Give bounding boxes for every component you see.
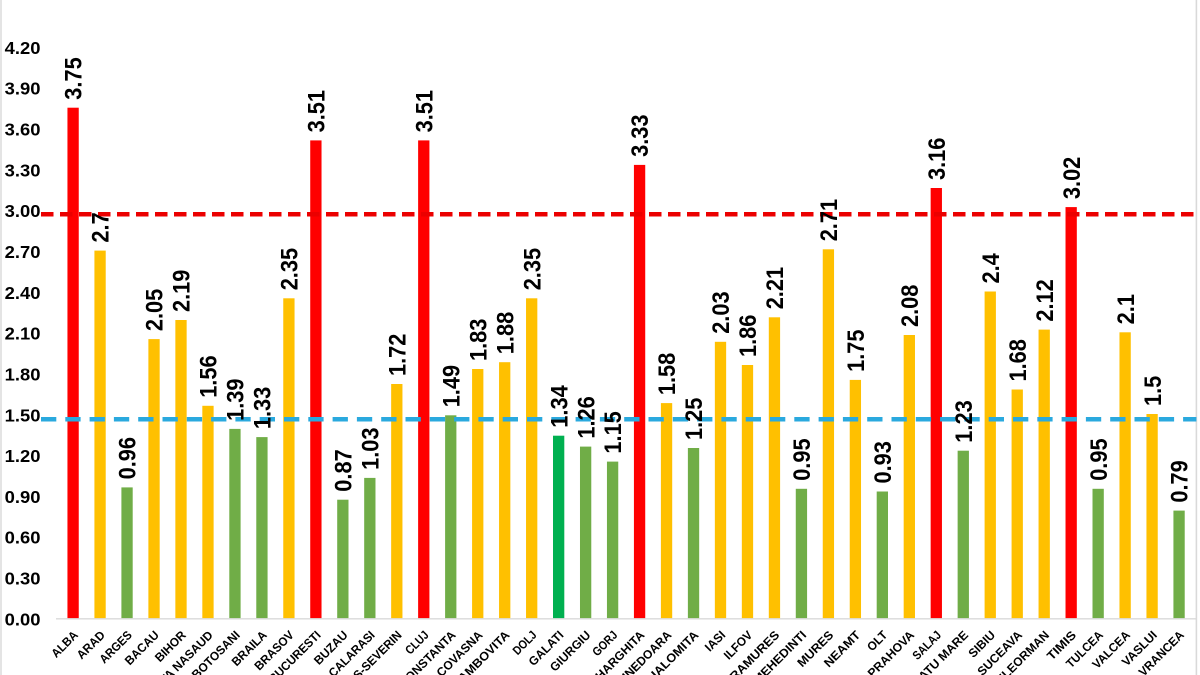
svg-text:0.00: 0.00 (5, 609, 41, 629)
svg-text:1.5: 1.5 (1140, 376, 1167, 406)
svg-text:1.50: 1.50 (5, 405, 41, 425)
svg-text:2.08: 2.08 (897, 285, 924, 327)
svg-text:3.00: 3.00 (5, 201, 41, 221)
svg-text:1.49: 1.49 (438, 365, 465, 407)
svg-text:1.25: 1.25 (681, 398, 708, 440)
svg-text:1.75: 1.75 (843, 329, 870, 371)
svg-text:0.93: 0.93 (870, 441, 897, 483)
svg-text:1.83: 1.83 (465, 319, 492, 361)
svg-text:0.95: 0.95 (789, 438, 816, 480)
svg-text:2.35: 2.35 (277, 248, 304, 290)
svg-text:2.70: 2.70 (5, 242, 41, 262)
svg-text:2.21: 2.21 (762, 267, 789, 309)
svg-text:3.90: 3.90 (5, 79, 41, 99)
svg-text:3.33: 3.33 (627, 114, 654, 156)
svg-text:3.51: 3.51 (411, 90, 438, 132)
svg-text:0.60: 0.60 (5, 528, 41, 548)
svg-text:0.79: 0.79 (1167, 460, 1194, 502)
svg-text:2.03: 2.03 (708, 291, 735, 333)
svg-text:1.20: 1.20 (5, 446, 41, 466)
svg-text:2.05: 2.05 (142, 289, 169, 331)
svg-text:2.35: 2.35 (519, 248, 546, 290)
svg-text:1.15: 1.15 (600, 411, 627, 453)
svg-text:2.19: 2.19 (169, 270, 196, 312)
svg-text:3.60: 3.60 (5, 119, 41, 139)
svg-text:3.02: 3.02 (1059, 157, 1086, 199)
svg-text:2.40: 2.40 (5, 283, 41, 303)
svg-text:1.80: 1.80 (5, 364, 41, 384)
svg-text:0.90: 0.90 (5, 487, 41, 507)
svg-text:2.1: 2.1 (1113, 294, 1140, 324)
svg-text:1.23: 1.23 (951, 400, 978, 442)
svg-text:3.75: 3.75 (61, 57, 88, 99)
svg-text:2.4: 2.4 (978, 253, 1005, 284)
svg-text:1.58: 1.58 (654, 353, 681, 395)
svg-text:1.56: 1.56 (196, 355, 223, 397)
svg-text:2.12: 2.12 (1032, 279, 1059, 321)
svg-text:1.03: 1.03 (357, 428, 384, 470)
svg-text:1.72: 1.72 (384, 334, 411, 376)
svg-text:2.7: 2.7 (88, 212, 115, 242)
svg-text:4.20: 4.20 (5, 38, 41, 58)
svg-text:1.34: 1.34 (546, 385, 573, 428)
svg-text:1.86: 1.86 (735, 315, 762, 357)
svg-text:3.16: 3.16 (924, 138, 951, 180)
svg-text:1.26: 1.26 (573, 396, 600, 438)
svg-text:3.30: 3.30 (5, 160, 41, 180)
svg-text:1.88: 1.88 (492, 312, 519, 354)
svg-text:0.30: 0.30 (5, 569, 41, 589)
svg-text:1.39: 1.39 (223, 379, 250, 421)
svg-text:2.10: 2.10 (5, 324, 41, 344)
svg-text:3.51: 3.51 (304, 90, 331, 132)
svg-text:1.68: 1.68 (1005, 339, 1032, 381)
svg-text:0.95: 0.95 (1086, 438, 1113, 480)
svg-text:1.33: 1.33 (250, 387, 277, 429)
svg-text:0.96: 0.96 (115, 437, 142, 479)
svg-text:2.71: 2.71 (816, 199, 843, 241)
svg-text:0.87: 0.87 (331, 449, 358, 491)
